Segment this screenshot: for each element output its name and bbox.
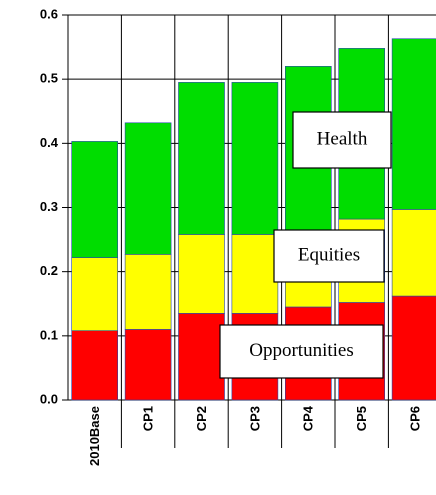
y-tick-label: 0.6 [40,6,58,21]
x-tick-label: CP2 [194,406,209,431]
legend-entry: Opportunities [219,324,384,379]
y-tick-label: 0.5 [40,71,58,86]
y-tick-label: 0.4 [40,135,59,150]
bar-segment [124,329,172,401]
legend-box [219,324,384,379]
y-tick-label: 0.1 [40,327,58,342]
y-tick-label: 0.2 [40,263,58,278]
y-tick-label: 0.3 [40,199,58,214]
x-tick-label: CP5 [354,406,369,431]
legend-box [292,111,392,169]
bar-segment [178,234,225,314]
x-tick-label: CP4 [301,405,316,431]
legend-label: Opportunities [249,340,354,361]
bar-segment [391,295,436,401]
x-tick-label: CP3 [247,406,262,431]
y-tick-label: 0.0 [40,391,58,406]
bar-segment [124,122,172,255]
legend-label: Health [317,128,368,149]
x-tick-label: CP6 [408,406,423,431]
legend-entry: Health [292,111,392,169]
x-tick-label: 2010Base [87,406,102,466]
bar-segment [231,82,279,235]
bar-segment [71,257,118,331]
legend-box [273,229,385,283]
bar-segment [71,141,118,258]
bar-segment [391,209,436,297]
bar-segment [178,82,225,235]
legend-entry: Equities [273,229,385,283]
x-tick-label: CP1 [141,406,156,431]
bar-segment [391,38,436,210]
bar-segment [124,254,172,330]
legend-label: Equities [298,244,360,265]
bar-segment [178,313,225,401]
bar-segment [71,330,118,401]
bar-segment [231,234,279,314]
